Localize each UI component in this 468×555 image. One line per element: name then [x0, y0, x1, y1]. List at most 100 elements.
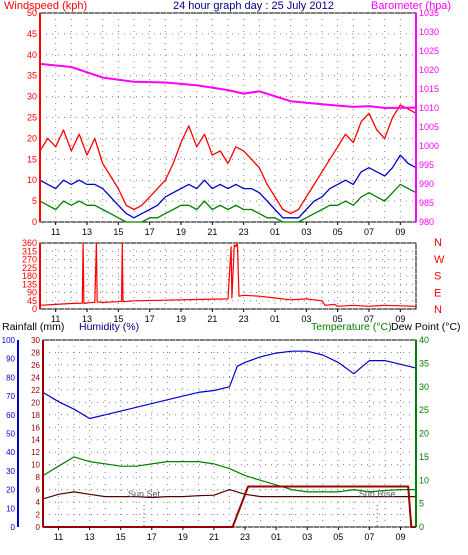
- x-tick-label: 21: [207, 314, 217, 324]
- left-axis-tick-label: 135: [22, 279, 37, 289]
- minimum-line: [39, 183, 417, 223]
- left-axis-tick-label: 20: [27, 133, 37, 143]
- x-tick-label: 05: [333, 532, 343, 542]
- dewpoint-line: [42, 489, 416, 500]
- x-tick-label: 19: [176, 227, 186, 237]
- x-tick-label: 23: [240, 532, 250, 542]
- temperature-axis-tick-label: 0: [419, 522, 424, 532]
- windspeed-axis: 0 5 10 15 20 25 30 35 40 45 50: [27, 8, 41, 227]
- temperature-axis-title: Temperature (°C): [311, 321, 392, 333]
- rain-axis-tick-label: 6: [36, 486, 41, 495]
- x-tick-label: 03: [301, 314, 311, 324]
- x-tick-label: 21: [207, 227, 217, 237]
- right-axis-tick-label: 1010: [419, 103, 439, 113]
- x-tick-label: 17: [145, 314, 155, 324]
- wind-x-axis: 11 13 15 17 19 21 23 01 03 05 07 09: [51, 222, 405, 237]
- left-axis-tick-label: 5: [32, 196, 37, 206]
- left-axis-tick-label: 40: [27, 50, 37, 60]
- barometer-axis-title: Barometer (hpa): [371, 0, 451, 12]
- x-tick-label: 11: [54, 532, 63, 542]
- right-axis-tick-label: 1035: [419, 8, 439, 18]
- rain-axis-tick-label: 10: [31, 461, 40, 470]
- rain-axis-tick-label: 16: [31, 423, 40, 432]
- temperature-axis-tick-label: 10: [419, 475, 429, 485]
- left-axis-tick-label: 180: [22, 271, 37, 281]
- left-axis-tick-label: 50: [27, 8, 37, 18]
- x-tick-label: 17: [147, 532, 157, 542]
- rain-axis-tick-label: 28: [31, 348, 40, 357]
- temperature-axis-tick-label: 15: [419, 452, 429, 462]
- x-tick-label: 07: [364, 532, 374, 542]
- direction-x-axis: 11 13 15 17 19 21 23 01 03 05 07 09: [51, 309, 405, 324]
- chart-title: 24 hour graph day : 25 July 2012: [173, 0, 334, 12]
- humidity-axis-tick-label: 100: [2, 336, 16, 345]
- x-tick-label: 07: [364, 314, 374, 324]
- rain-axis-tick-label: 4: [36, 498, 41, 507]
- temperature-axis-tick-label: 40: [419, 335, 429, 345]
- climate-series: [42, 350, 417, 528]
- humidity-axis-tick-label: 60: [6, 411, 15, 420]
- humidity-axis-tick-label: 40: [6, 448, 15, 457]
- humidity-axis-tick-label: 90: [6, 355, 15, 364]
- x-tick-label: 19: [176, 314, 186, 324]
- x-tick-label: 05: [333, 227, 343, 237]
- left-axis-tick-label: 0: [32, 304, 37, 314]
- x-tick-label: 09: [395, 532, 405, 542]
- rain-axis-tick-label: 18: [31, 411, 40, 420]
- climate-x-axis: 11 13 15 17 19 21 23 01 03 05 07 09: [54, 527, 405, 542]
- right-axis-tick-label: 990: [419, 179, 434, 189]
- x-tick-label: 23: [239, 227, 249, 237]
- rain-axis-tick-label: 20: [31, 398, 40, 407]
- humidity-axis-tick-label: 30: [6, 467, 15, 476]
- temperature-axis-tick-label: 20: [419, 429, 429, 439]
- x-tick-label: 17: [145, 227, 155, 237]
- x-tick-label: 13: [85, 532, 95, 542]
- rain-axis-tick-label: 14: [31, 436, 40, 445]
- x-tick-label: 03: [301, 227, 311, 237]
- humidity-axis-tick-label: 0: [11, 523, 16, 532]
- x-tick-label: 15: [113, 227, 123, 237]
- sun-annotations: Sun Set Sun Rise: [128, 489, 395, 527]
- rain-axis-tick-label: 12: [31, 448, 40, 457]
- humidity-axis: 0 10 20 30 40 50 60 70 80 90 100: [2, 336, 19, 532]
- barometer-axis: 980 985 990 995 1000 1005 1010 1015 1020 1025 1030…: [415, 8, 439, 227]
- sun-annotation-label: Sun Set: [128, 489, 161, 499]
- x-tick-label: 09: [395, 314, 405, 324]
- x-tick-label: 13: [82, 314, 92, 324]
- right-axis-tick-label: 1000: [419, 141, 439, 151]
- left-axis-tick-label: 25: [27, 113, 37, 123]
- direction-line: [39, 242, 417, 307]
- x-tick-label: 09: [395, 227, 405, 237]
- wind-series: [39, 62, 417, 223]
- humidity-axis-tick-label: 20: [6, 486, 15, 495]
- rain-axis-tick-label: 8: [36, 473, 41, 482]
- x-tick-label: 11: [51, 314, 60, 324]
- rainfall-axis-title: Rainfall (mm): [2, 321, 64, 333]
- left-axis-tick-label: 45: [27, 29, 37, 39]
- rain-axis-tick-label: 2: [36, 511, 41, 520]
- climate-panel: Rainfall (mm) Humidity (%) Temperature (…: [2, 321, 461, 542]
- wind-grid: [39, 12, 417, 223]
- rain-axis-tick-label: 24: [31, 373, 40, 382]
- x-tick-label: 15: [113, 314, 123, 324]
- windspeed-axis-title: Windspeed (kph): [4, 0, 87, 12]
- rainfall-line: [43, 485, 416, 528]
- x-tick-label: 11: [51, 227, 60, 237]
- x-tick-label: 13: [82, 227, 92, 237]
- left-axis-tick-label: 30: [27, 92, 37, 102]
- left-axis-tick-label: 15: [27, 154, 37, 164]
- rain-axis-tick-label: 30: [31, 336, 40, 345]
- left-axis-tick-label: 270: [22, 255, 37, 265]
- compass-label: S: [434, 271, 441, 283]
- right-axis-tick-label: 1025: [419, 46, 439, 56]
- compass-label: N: [434, 237, 442, 249]
- humidity-axis-tick-label: 70: [6, 392, 15, 401]
- temperature-line: [42, 456, 416, 493]
- x-tick-label: 21: [209, 532, 219, 542]
- dewpoint-axis-title: Dew Point (°C): [391, 321, 461, 333]
- x-tick-label: 03: [302, 532, 312, 542]
